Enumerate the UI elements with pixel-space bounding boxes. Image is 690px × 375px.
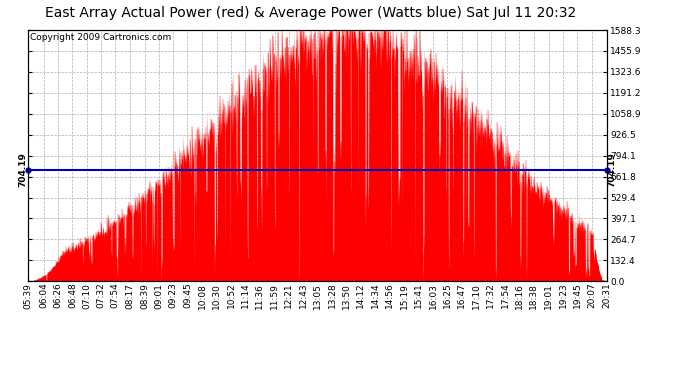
Text: Copyright 2009 Cartronics.com: Copyright 2009 Cartronics.com <box>30 33 172 42</box>
Text: 704.19: 704.19 <box>18 152 27 187</box>
Text: 704.19: 704.19 <box>608 152 617 187</box>
Text: East Array Actual Power (red) & Average Power (Watts blue) Sat Jul 11 20:32: East Array Actual Power (red) & Average … <box>45 6 576 20</box>
